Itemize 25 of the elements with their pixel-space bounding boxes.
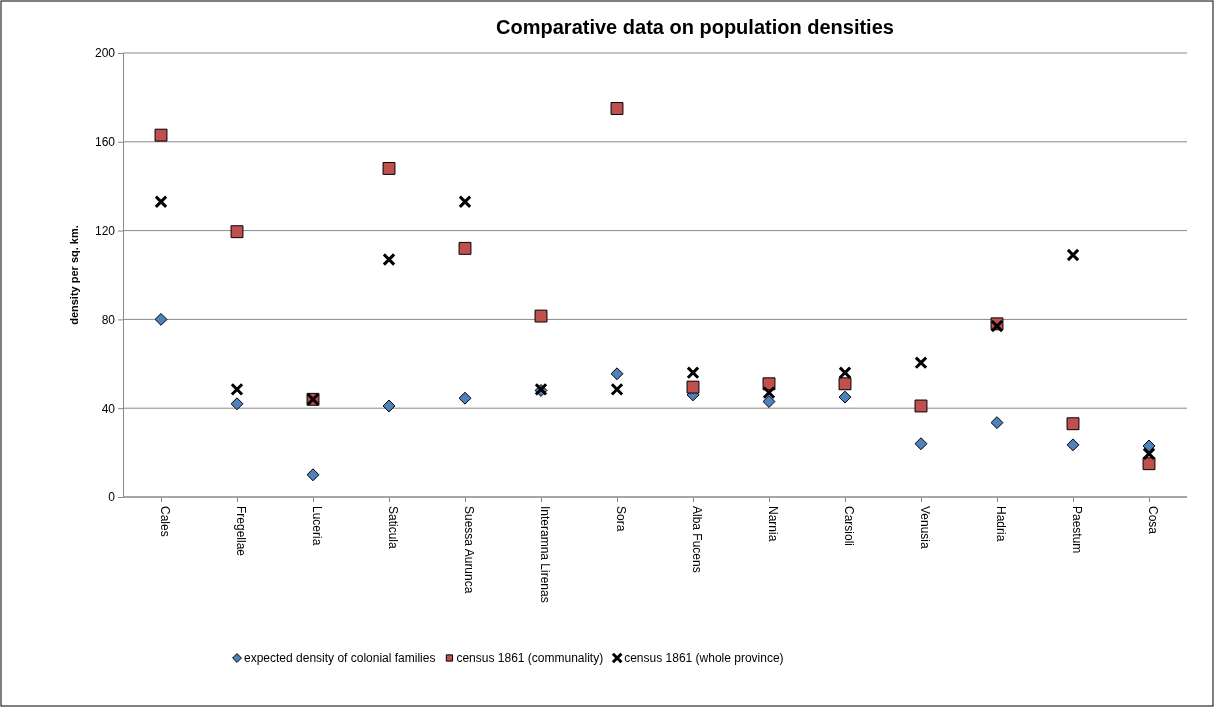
y-tick-label: 80	[101, 312, 116, 327]
x-tick-label: Fregellae	[234, 506, 249, 557]
x-tick-label: Narnia	[766, 506, 781, 542]
x-tick-label: Luceria	[310, 506, 325, 546]
chart-title: Comparative data on population densities	[496, 16, 894, 38]
x-tick-label: Interamna Lirenas	[538, 506, 553, 603]
x-tick-label: Hadria	[994, 506, 1009, 542]
x-tick-label: Sora	[614, 506, 629, 532]
y-axis-title: density per sq. km.	[68, 225, 80, 325]
legend-label: census 1861 (whole province)	[624, 651, 784, 665]
x-tick-label: Venusia	[918, 506, 933, 550]
x-tick-label: Paestum	[1070, 506, 1085, 554]
y-tick-label: 40	[101, 401, 116, 416]
y-tick-label: 120	[94, 223, 116, 238]
x-tick-label: Saticula	[386, 506, 401, 550]
y-tick-label: 160	[94, 135, 116, 150]
legend-label: census 1861 (communality)	[456, 651, 604, 665]
x-tick-label: Alba Fucens	[690, 506, 705, 573]
x-tick-label: Suessa Aurunca	[462, 506, 477, 594]
x-tick-label: Carsioli	[842, 506, 857, 547]
legend-label: expected density of colonial families	[244, 651, 436, 665]
y-tick-label: 0	[108, 490, 116, 505]
y-tick-label: 200	[94, 46, 116, 61]
x-tick-label: Cosa	[1146, 506, 1161, 535]
x-tick-label: Cales	[158, 506, 173, 537]
